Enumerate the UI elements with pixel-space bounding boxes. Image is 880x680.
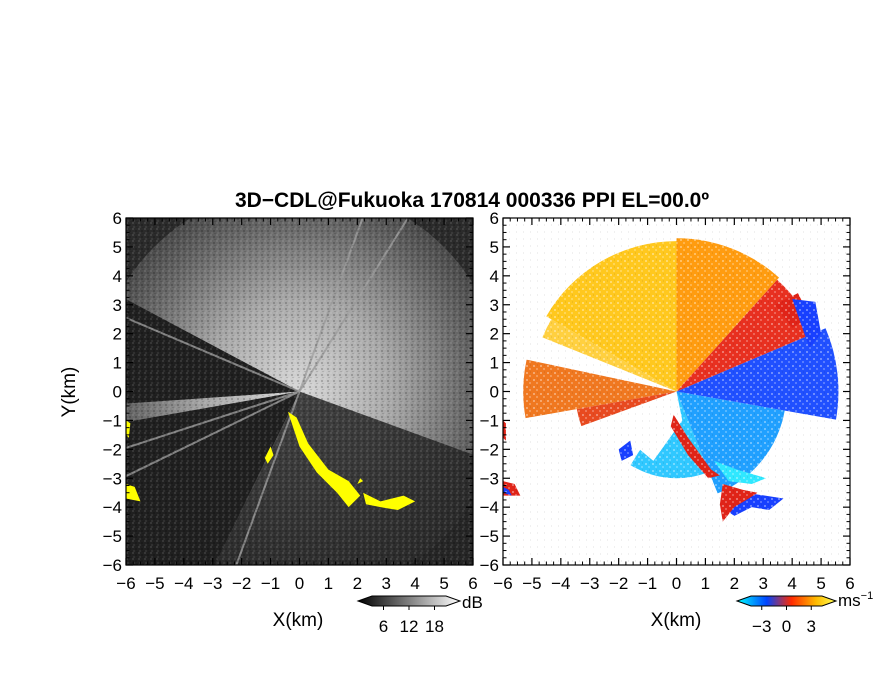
- right-y-tick-label: −1: [480, 411, 499, 430]
- right-y-tick-label: 5: [490, 238, 499, 257]
- left-y-tick-label: −6: [103, 556, 122, 575]
- left-x-tick-label: −5: [145, 574, 164, 593]
- right-y-tick-label: 2: [490, 325, 499, 344]
- left-colorbar-tick-label: 6: [379, 617, 388, 636]
- figure-title: 3D−CDL@Fukuoka 170814 000336 PPI EL=00.0…: [235, 189, 709, 212]
- right-colorbar-tick-label: −3: [752, 617, 771, 636]
- left-y-axis-label: Y(km): [59, 367, 80, 418]
- snr-highlight-region: [363, 492, 416, 511]
- right-colorbar-tick-label: 0: [782, 617, 791, 636]
- left-x-tick-label: −1: [261, 574, 280, 593]
- velocity-field: [503, 218, 850, 565]
- left-y-tick-label: 5: [113, 238, 122, 257]
- right-panel: −6 −5 −4 −3 −2 −1 0 1 2 3 4 5 6 6543210−1−2−3−4−5−6 …: [480, 209, 855, 631]
- left-y-tick-label: 0: [113, 383, 122, 402]
- left-x-tick-label: 0: [295, 574, 304, 593]
- left-x-tick-label: −2: [232, 574, 251, 593]
- left-x-tick-labels: −6 −5 −4 −3 −2 −1 0 1 2 3 4 5 6: [116, 574, 477, 593]
- right-colorbar-tick-label: 3: [807, 617, 816, 636]
- right-x-tick-label: 0: [672, 574, 681, 593]
- snr-field: [126, 218, 473, 565]
- right-x-tick-labels: −6 −5 −4 −3 −2 −1 0 1 2 3 4 5 6: [493, 574, 854, 593]
- right-x-tick-label: −6: [493, 574, 512, 593]
- right-y-tick-label: 4: [490, 267, 499, 286]
- right-x-tick-label: −5: [522, 574, 541, 593]
- left-colorbar-ticks: 6 12 18: [379, 606, 444, 636]
- left-panel: −6 −5 −4 −3 −2 −1 0 1 2 3 4 5 6 6543210−1−2−3−4−5−6 …: [59, 209, 478, 631]
- right-y-tick-label: 6: [490, 209, 499, 228]
- right-x-axis-label: X(km): [651, 610, 702, 631]
- left-colorbar-tick-label: 18: [425, 617, 444, 636]
- right-x-tick-label: 4: [787, 574, 796, 593]
- right-x-tick-label: −4: [551, 574, 570, 593]
- left-x-tick-label: 1: [324, 574, 333, 593]
- left-y-tick-label: 2: [113, 325, 122, 344]
- right-colorbar: −3 0 3 ms−1: [735, 590, 873, 636]
- right-x-tick-label: 1: [701, 574, 710, 593]
- right-y-tick-label: 0: [490, 383, 499, 402]
- left-x-tick-label: 6: [468, 574, 477, 593]
- right-y-tick-labels: 6 5 4 3 2 1 0 −1 −2 −3 −4 −5 −6: [480, 209, 499, 575]
- right-x-tick-label: 5: [816, 574, 825, 593]
- snr-highlight-region: [357, 478, 364, 485]
- velocity-speckle: [503, 218, 850, 565]
- left-y-tick-label: −2: [103, 440, 122, 459]
- snr-highlight-region: [126, 420, 131, 438]
- right-y-tick-label: −2: [480, 440, 499, 459]
- right-x-tick-label: 2: [730, 574, 739, 593]
- left-colorbar-unit: dB: [462, 593, 483, 612]
- left-y-tick-label: −1: [103, 411, 122, 430]
- left-y-tick-label: 6: [113, 209, 122, 228]
- left-x-tick-label: 5: [439, 574, 448, 593]
- right-y-tick-label: 3: [490, 296, 499, 315]
- right-y-tick-label: −3: [480, 469, 499, 488]
- left-y-tick-label: 4: [113, 267, 122, 286]
- right-x-tick-label: −1: [638, 574, 657, 593]
- right-colorbar-ticks: −3 0 3: [752, 606, 816, 636]
- right-y-tick-label: −6: [480, 556, 499, 575]
- left-axis-ticks: [125, 217, 474, 566]
- left-x-tick-label: 3: [382, 574, 391, 593]
- left-x-tick-label: 2: [353, 574, 362, 593]
- left-x-tick-label: 4: [410, 574, 419, 593]
- left-colorbar-scale: [356, 595, 462, 607]
- right-y-tick-label: −4: [480, 498, 499, 517]
- snr-highlight-region: [126, 484, 141, 502]
- left-x-tick-label: −6: [116, 574, 135, 593]
- snr-noise: [126, 218, 473, 565]
- left-y-tick-label: 1: [113, 354, 122, 373]
- right-x-tick-label: −2: [609, 574, 628, 593]
- left-y-tick-labels: 6 5 4 3 2 1 0 −1 −2 −3 −4 −5 −6: [103, 209, 122, 575]
- left-x-tick-label: −4: [174, 574, 193, 593]
- left-x-axis-label: X(km): [273, 610, 324, 631]
- right-x-tick-label: −3: [580, 574, 599, 593]
- right-x-tick-label: 3: [759, 574, 768, 593]
- right-y-tick-label: 1: [490, 354, 499, 373]
- snr-highlights: [126, 411, 416, 511]
- left-y-tick-label: −5: [103, 527, 122, 546]
- left-y-tick-label: 3: [113, 296, 122, 315]
- right-x-tick-label: 6: [845, 574, 854, 593]
- snr-highlight-region: [287, 411, 361, 508]
- left-y-tick-label: −3: [103, 469, 122, 488]
- right-colorbar-unit-exponent: −1: [861, 590, 874, 602]
- left-colorbar-tick-label: 12: [400, 617, 419, 636]
- left-x-tick-label: −3: [203, 574, 222, 593]
- right-colorbar-scale: [735, 595, 838, 607]
- left-y-tick-label: −4: [103, 498, 122, 517]
- left-colorbar: 6 12 18 dB: [356, 593, 483, 636]
- right-colorbar-unit-base: ms: [838, 591, 861, 610]
- right-y-tick-label: −5: [480, 527, 499, 546]
- right-axis-ticks: [502, 217, 851, 566]
- right-colorbar-unit: ms−1: [838, 590, 873, 610]
- snr-highlight-region: [264, 446, 274, 464]
